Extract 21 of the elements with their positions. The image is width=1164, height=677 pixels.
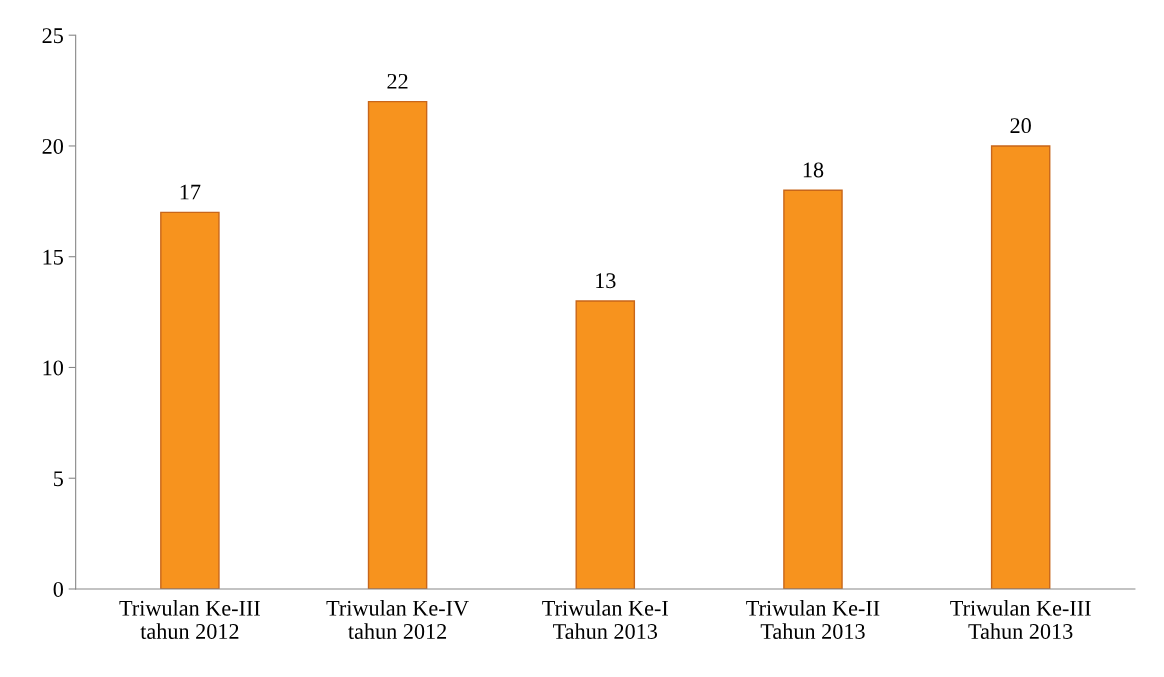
y-tick-label: 15 — [43, 249, 63, 265]
y-tick-label: 20 — [42, 138, 64, 154]
bar — [575, 300, 636, 589]
x-tick-label: Triwulan Ke-II Tahun 2013 — [746, 600, 880, 639]
bar — [367, 100, 428, 589]
y-tick-label: 10 — [43, 360, 64, 376]
y-tick-label: 5 — [54, 471, 63, 487]
x-tick-label: Triwulan Ke-I Tahun 2013 — [542, 600, 668, 639]
data-label: 18 — [803, 162, 824, 178]
x-tick-label: Triwulan Ke-III tahun 2012 — [119, 600, 260, 639]
x-tick-label: Triwulan Ke-III Tahun 2013 — [950, 600, 1091, 639]
bar — [160, 211, 220, 589]
bar — [783, 189, 843, 589]
y-tick-label: 0 — [53, 581, 64, 597]
data-label: 17 — [180, 184, 201, 200]
data-label: 13 — [596, 273, 616, 289]
data-label: 20 — [1010, 118, 1031, 134]
x-tick-label: Triwulan Ke-IV tahun 2012 — [326, 600, 469, 639]
data-label: 22 — [387, 73, 408, 89]
bar — [990, 145, 1051, 589]
y-tick-label: 25 — [42, 28, 63, 44]
